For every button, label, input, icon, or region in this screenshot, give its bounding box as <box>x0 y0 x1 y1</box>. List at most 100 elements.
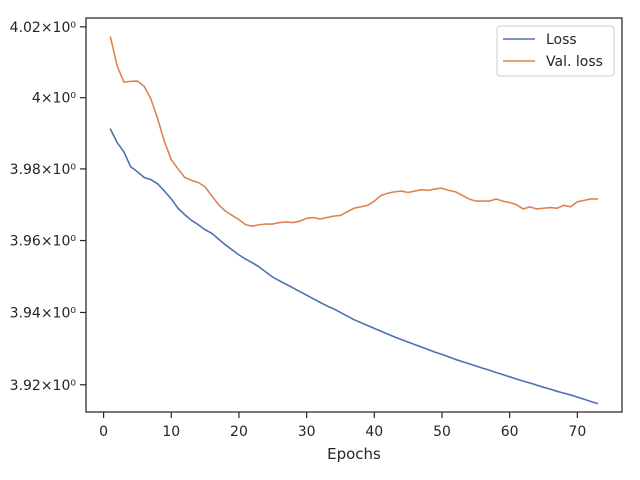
data-point-loss <box>333 308 335 310</box>
data-point-loss <box>326 305 328 307</box>
data-point-loss <box>346 315 348 317</box>
data-point-loss <box>481 367 484 369</box>
data-point-loss <box>218 238 220 240</box>
data-point-val-loss <box>136 80 139 82</box>
data-point-val-loss <box>339 214 342 217</box>
x-tick-label: 20 <box>230 424 248 440</box>
data-point-loss <box>231 249 233 251</box>
data-point-loss <box>211 232 213 234</box>
data-point-val-loss <box>441 187 443 189</box>
data-point-loss <box>157 183 159 185</box>
data-point-loss <box>224 244 227 246</box>
data-point-loss <box>488 369 490 371</box>
data-point-loss <box>394 336 396 338</box>
data-point-loss <box>245 258 247 260</box>
y-axis: 3.92×10⁰ 3.94×10⁰ 3.96×10⁰ 3.98×10⁰ 4×10⁰ 4.0… <box>10 20 86 394</box>
data-point-loss <box>319 301 321 303</box>
data-point-val-loss <box>319 218 321 220</box>
data-point-val-loss <box>515 204 518 206</box>
data-point-val-loss <box>468 198 470 200</box>
data-point-val-loss <box>204 186 206 188</box>
data-point-val-loss <box>292 221 294 224</box>
data-point-val-loss <box>312 216 314 219</box>
data-point-val-loss <box>116 65 118 67</box>
data-point-loss <box>130 166 132 168</box>
data-point-val-loss <box>170 159 172 161</box>
y-tick-label: 4.02×10⁰ <box>10 20 77 36</box>
data-point-val-loss <box>387 192 389 194</box>
data-point-loss <box>306 294 308 296</box>
data-point-loss <box>407 341 409 343</box>
plot-area <box>109 36 599 405</box>
data-point-loss <box>421 346 423 348</box>
data-point-loss <box>502 374 504 376</box>
data-point-loss <box>556 390 558 392</box>
data-point-val-loss <box>353 207 355 209</box>
legend: Loss Val. loss <box>496 25 615 77</box>
data-point-val-loss <box>563 204 565 206</box>
data-point-loss <box>272 276 274 278</box>
data-point-loss <box>536 384 538 386</box>
data-point-loss <box>339 311 342 314</box>
data-point-loss <box>583 398 585 400</box>
data-point-val-loss <box>163 141 166 143</box>
data-point-loss <box>285 283 287 285</box>
data-point-loss <box>278 280 281 282</box>
plot-frame <box>85 17 623 413</box>
data-point-loss <box>136 171 139 173</box>
data-point-val-loss <box>278 221 281 224</box>
data-point-val-loss <box>109 36 111 38</box>
data-point-val-loss <box>481 200 484 202</box>
data-point-val-loss <box>245 224 247 226</box>
y-tick-label: 3.94×10⁰ <box>10 305 77 321</box>
data-point-val-loss <box>590 198 592 200</box>
data-point-loss <box>515 378 518 380</box>
data-point-loss <box>353 319 355 321</box>
data-point-val-loss <box>542 207 545 209</box>
x-tick-label: 40 <box>365 424 383 440</box>
data-point-val-loss <box>556 207 558 209</box>
legend-label-loss: Loss <box>546 32 577 48</box>
data-point-loss <box>597 403 599 405</box>
data-point-val-loss <box>251 225 254 227</box>
data-point-val-loss <box>400 190 402 192</box>
data-point-loss <box>414 344 416 346</box>
data-point-val-loss <box>211 195 213 197</box>
x-tick-label: 50 <box>433 424 451 440</box>
data-point-loss <box>373 327 375 329</box>
data-point-loss <box>495 371 497 374</box>
data-point-val-loss <box>333 215 335 217</box>
data-point-loss <box>258 266 260 268</box>
data-point-loss <box>563 392 565 394</box>
data-point-loss <box>251 262 254 264</box>
data-point-val-loss <box>130 80 132 82</box>
data-point-val-loss <box>360 206 362 208</box>
data-point-loss <box>312 298 314 300</box>
x-tick-label: 60 <box>501 424 519 440</box>
x-tick-label: 10 <box>162 424 180 440</box>
data-point-loss <box>170 198 172 200</box>
data-point-loss <box>204 229 206 231</box>
data-point-loss <box>387 333 389 335</box>
data-point-val-loss <box>529 206 531 208</box>
data-point-loss <box>197 224 199 226</box>
data-point-loss <box>475 365 477 367</box>
x-axis-label: Epochs <box>327 445 381 463</box>
data-point-val-loss <box>536 208 538 210</box>
data-point-loss <box>163 190 166 192</box>
data-point-loss <box>292 287 294 289</box>
x-tick-label: 70 <box>568 424 586 440</box>
data-point-val-loss <box>380 194 382 196</box>
data-point-val-loss <box>414 190 416 192</box>
data-point-val-loss <box>421 189 423 191</box>
y-tick-label: 3.92×10⁰ <box>10 378 77 394</box>
data-point-loss <box>454 358 457 361</box>
data-point-val-loss <box>502 200 504 202</box>
data-point-loss <box>184 214 186 216</box>
data-point-val-loss <box>569 206 572 208</box>
data-point-val-loss <box>218 204 220 206</box>
data-point-val-loss <box>157 118 159 120</box>
y-tick-label: 3.98×10⁰ <box>10 162 77 178</box>
data-point-val-loss <box>258 224 260 226</box>
